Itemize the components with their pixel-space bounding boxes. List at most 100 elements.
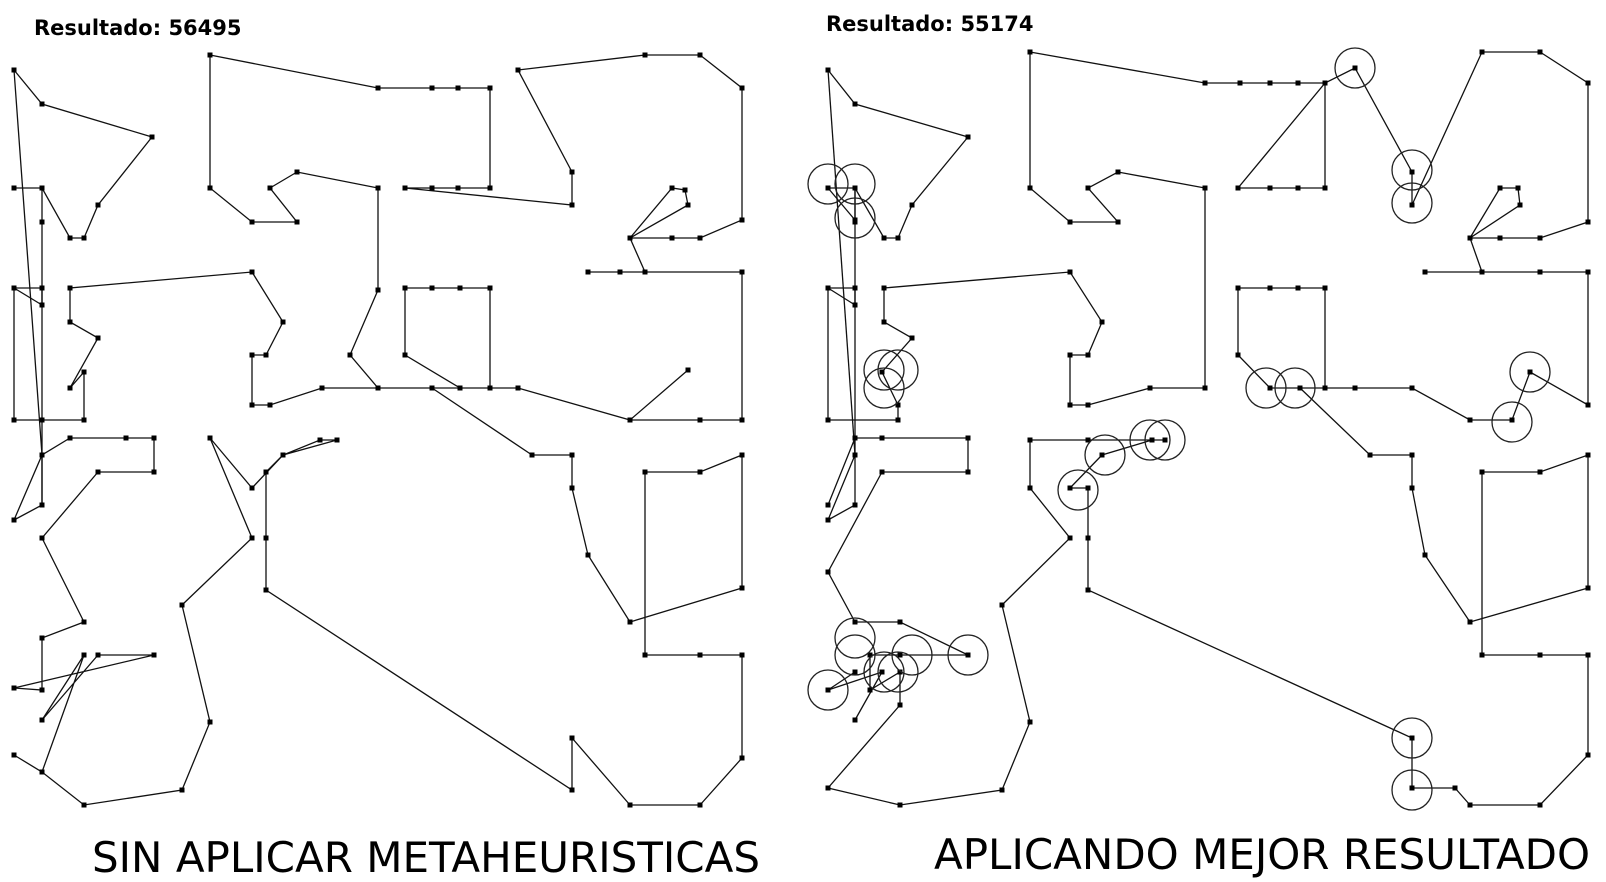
improvement-marker — [1391, 717, 1433, 759]
tour-node — [67, 235, 73, 241]
tour-node — [402, 185, 408, 191]
tour-node — [642, 269, 648, 275]
tour-node — [1085, 587, 1091, 593]
tour-node — [1367, 452, 1373, 458]
tour-node — [151, 469, 157, 475]
tour-node — [1467, 619, 1473, 625]
tour-node — [697, 235, 703, 241]
right-caption: APLICANDO MEJOR RESULTADO — [934, 830, 1591, 879]
tour-node — [1422, 552, 1428, 558]
tour-node — [569, 202, 575, 208]
tour-node — [852, 101, 858, 107]
tour-node — [179, 602, 185, 608]
tour-node — [1115, 169, 1121, 175]
tour-node — [1067, 535, 1073, 541]
tour-node — [151, 652, 157, 658]
improvement-marker — [891, 634, 933, 676]
right-result-label: Resultado: 55174 — [826, 12, 1034, 36]
tour-node — [1497, 235, 1503, 241]
tour-node — [263, 587, 269, 593]
tour-node — [39, 717, 45, 723]
improvement-marker — [1391, 769, 1433, 811]
tour-node — [881, 235, 887, 241]
tour-node — [739, 269, 745, 275]
tour-node — [95, 335, 101, 341]
improvement-marker — [807, 163, 849, 205]
tour-node — [39, 101, 45, 107]
left-caption: SIN APLICAR METAHEURISTICAS — [92, 833, 761, 882]
tour-node — [642, 652, 648, 658]
right-tour-panel — [826, 51, 1589, 806]
improvement-marker — [1391, 149, 1433, 191]
tour-node — [11, 185, 17, 191]
tour-node — [879, 435, 885, 441]
tour-node — [515, 67, 521, 73]
tour-node — [627, 802, 633, 808]
tour-node — [207, 719, 213, 725]
tour-node — [39, 535, 45, 541]
tour-node — [529, 452, 535, 458]
tour-node — [852, 185, 858, 191]
improvement-marker — [863, 651, 905, 693]
tour-node — [1267, 80, 1273, 86]
tour-node — [825, 517, 831, 523]
tour-node — [1517, 202, 1523, 208]
tour-node — [11, 417, 17, 423]
tour-node — [569, 485, 575, 491]
tour-node — [1147, 385, 1153, 391]
tour-node — [895, 417, 901, 423]
tour-node — [627, 619, 633, 625]
tour-node — [682, 187, 688, 193]
tour-node — [1497, 185, 1503, 191]
tour-node — [515, 385, 521, 391]
tour-node — [123, 435, 129, 441]
improvement-marker — [947, 634, 989, 676]
tour-node — [207, 435, 213, 441]
tour-node — [149, 134, 155, 140]
tour-node — [1297, 385, 1303, 391]
tour-node — [39, 185, 45, 191]
tour-node — [999, 787, 1005, 793]
tour-node — [487, 385, 493, 391]
tour-node — [965, 469, 971, 475]
tour-node — [1027, 185, 1033, 191]
tour-node — [67, 319, 73, 325]
tour-node — [897, 802, 903, 808]
tour-node — [429, 385, 435, 391]
tour-node — [402, 352, 408, 358]
tour-node — [697, 802, 703, 808]
tour-node — [1202, 80, 1208, 86]
tour-node — [67, 435, 73, 441]
tour-node — [965, 435, 971, 441]
tour-node — [1235, 185, 1241, 191]
tour-node — [1322, 185, 1328, 191]
tour-node — [1409, 169, 1415, 175]
tour-node — [825, 67, 831, 73]
tour-node — [1422, 269, 1428, 275]
tour-node — [1585, 585, 1591, 591]
tour-node — [879, 369, 885, 375]
tour-node — [11, 752, 17, 758]
tour-node — [825, 785, 831, 791]
tour-node — [697, 652, 703, 658]
tour-node — [1067, 219, 1073, 225]
tour-node — [1085, 185, 1091, 191]
tour-node — [1202, 185, 1208, 191]
tour-node — [1537, 49, 1543, 55]
tour-node — [1085, 485, 1091, 491]
tour-node — [879, 669, 885, 675]
improvement-marker — [1057, 469, 1099, 511]
tour-node — [81, 235, 87, 241]
tour-node — [999, 602, 1005, 608]
tour-node — [1515, 185, 1521, 191]
tour-node — [642, 52, 648, 58]
improvement-marker — [1509, 351, 1551, 393]
tour-node — [852, 669, 858, 675]
tour-node — [569, 735, 575, 741]
tour-node — [867, 652, 873, 658]
tour-node — [487, 285, 493, 291]
tour-node — [249, 485, 255, 491]
tour-node — [642, 469, 648, 475]
tour-node — [1099, 319, 1105, 325]
improvement-marker — [807, 669, 849, 711]
